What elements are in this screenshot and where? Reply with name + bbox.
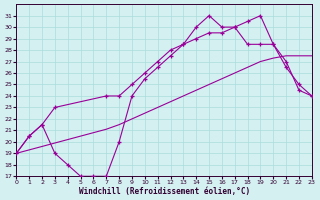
X-axis label: Windchill (Refroidissement éolien,°C): Windchill (Refroidissement éolien,°C) — [78, 187, 250, 196]
